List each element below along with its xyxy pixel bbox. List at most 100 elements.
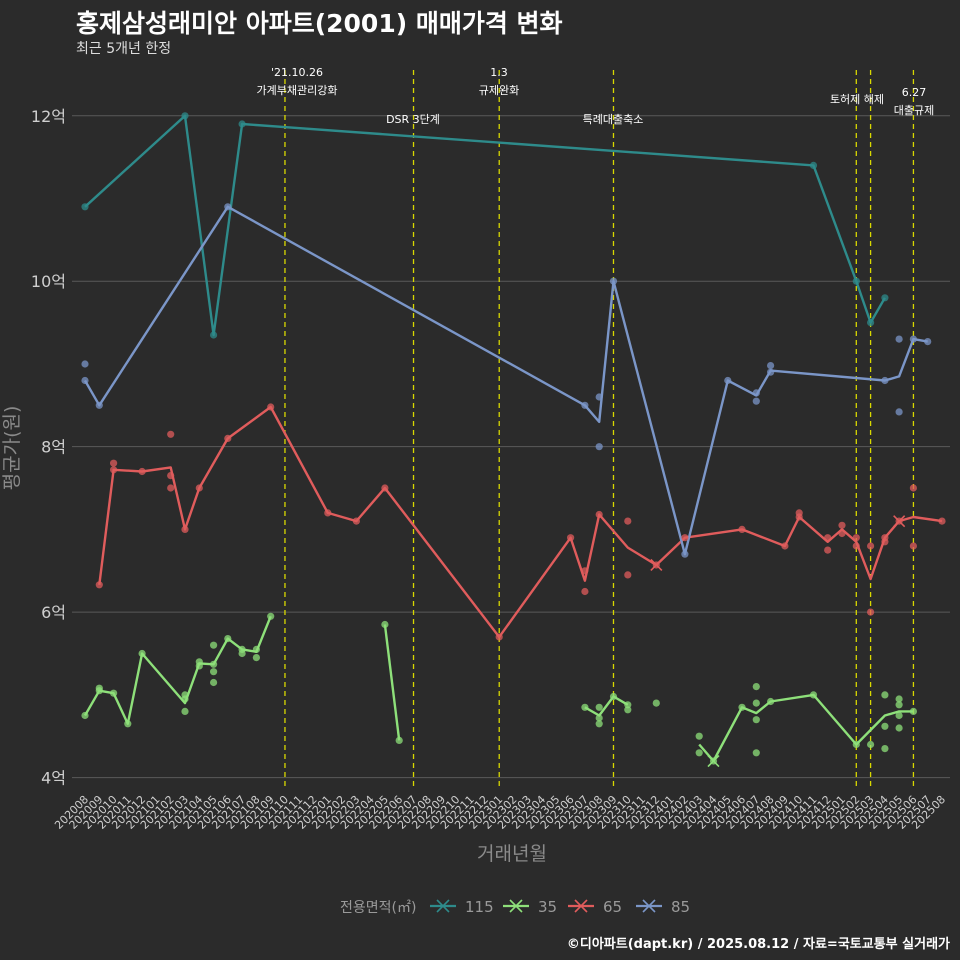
- data-point-35: [752, 699, 760, 707]
- data-point-65: [838, 521, 846, 529]
- data-point-65: [909, 542, 918, 550]
- data-point-35: [267, 612, 275, 620]
- data-point-85: [767, 368, 775, 376]
- y-axis-label: 평균가(원): [1, 406, 23, 491]
- data-point-35: [138, 649, 146, 658]
- data-point-85: [581, 401, 589, 409]
- data-point-35: [809, 691, 818, 699]
- data-point-65: [138, 467, 146, 476]
- data-point-35: [195, 658, 203, 666]
- data-point-85: [595, 393, 603, 401]
- y-tick-label: 6억: [41, 603, 66, 622]
- data-point-35: [595, 714, 603, 722]
- data-point-65: [795, 513, 803, 521]
- data-point-35: [895, 701, 903, 709]
- legend-label-115: 115: [465, 898, 494, 916]
- cross-marker-65: [650, 558, 663, 572]
- data-point-35: [95, 687, 103, 695]
- series-line-85: [83, 205, 928, 556]
- data-point-65: [181, 525, 189, 534]
- data-point-35: [595, 703, 603, 711]
- data-point-35: [252, 654, 260, 662]
- legend-key-85: [642, 899, 656, 913]
- data-point-35: [909, 707, 918, 716]
- data-point-115: [181, 112, 189, 120]
- data-point-85: [95, 401, 103, 409]
- data-point-65: [581, 587, 589, 596]
- event-label: 가계부채관리강화: [257, 84, 338, 97]
- data-point-35: [381, 620, 389, 629]
- data-point-35: [210, 641, 218, 649]
- grid-lines: [72, 115, 950, 779]
- y-axis-ticks: 4억 6억 8억 10억 12억: [31, 107, 66, 788]
- event-label: '21.10.26: [271, 66, 323, 79]
- data-point-65: [881, 534, 889, 542]
- data-point-85: [752, 389, 760, 397]
- y-tick-label: 12억: [31, 107, 66, 126]
- data-point-65: [938, 517, 946, 525]
- data-point-35: [752, 683, 760, 691]
- data-point-65: [781, 542, 789, 550]
- legend-label-85: 85: [671, 898, 690, 916]
- series-line-65: [98, 405, 943, 639]
- data-point-65: [324, 509, 332, 517]
- data-point-35: [210, 660, 218, 668]
- data-point-85: [895, 408, 903, 416]
- series-line-115: [84, 114, 886, 337]
- data-point-35: [752, 716, 760, 724]
- data-point-85: [681, 550, 689, 558]
- data-point-65: [909, 484, 918, 492]
- legend-label-65: 65: [603, 898, 622, 916]
- data-point-65: [267, 403, 275, 411]
- data-point-35: [224, 635, 232, 643]
- data-point-35: [110, 689, 118, 697]
- y-tick-label: 4억: [41, 769, 66, 788]
- data-point-65: [110, 466, 118, 474]
- data-point-85: [81, 360, 89, 368]
- data-point-35: [752, 749, 760, 757]
- data-point-85: [767, 362, 775, 370]
- event-label: 특례대출축소: [583, 113, 644, 126]
- data-point-85: [595, 443, 603, 451]
- legend: 전용면적(㎡) 115 35 65 85: [340, 898, 690, 916]
- chart-caption: ©디아파트(dapt.kr) / 2025.08.12 / 자료=국토교통부 실…: [566, 937, 950, 952]
- data-point-35: [695, 749, 703, 757]
- data-point-35: [181, 707, 189, 716]
- data-point-65: [195, 484, 203, 492]
- data-point-65: [624, 571, 632, 579]
- data-point-65: [167, 430, 175, 438]
- data-point-65: [495, 633, 503, 641]
- data-point-65: [838, 529, 846, 538]
- data-point-115: [238, 120, 246, 128]
- data-point-65: [167, 484, 175, 492]
- data-point-65: [824, 534, 832, 542]
- event-label: 대출규제: [894, 104, 934, 117]
- series-line-35: [584, 695, 629, 717]
- cross-marker-65: [893, 515, 906, 528]
- chart-subtitle: 최근 5개년 한정: [76, 41, 172, 57]
- data-point-35: [581, 703, 589, 711]
- data-point-35: [867, 740, 875, 749]
- data-point-35: [895, 724, 903, 732]
- data-point-85: [81, 376, 89, 385]
- data-point-65: [595, 510, 603, 519]
- data-point-35: [210, 668, 218, 676]
- series-lines: [83, 114, 943, 763]
- data-point-115: [809, 161, 818, 169]
- data-point-85: [895, 335, 903, 343]
- data-point-65: [224, 434, 232, 442]
- data-point-115: [881, 294, 889, 302]
- data-point-85: [752, 397, 760, 405]
- data-point-65: [567, 534, 575, 542]
- data-point-35: [624, 706, 632, 714]
- data-point-85: [881, 376, 889, 385]
- chart-title: 홍제삼성래미안 아파트(2001) 매매가격 변화: [76, 9, 563, 38]
- series-line-35: [698, 693, 914, 763]
- data-point-85: [724, 376, 732, 385]
- legend-key-65: [574, 899, 588, 913]
- data-point-35: [881, 722, 889, 730]
- event-label: 6.27: [902, 86, 927, 99]
- data-point-35: [881, 745, 889, 753]
- data-point-65: [624, 517, 632, 525]
- data-point-35: [124, 720, 132, 728]
